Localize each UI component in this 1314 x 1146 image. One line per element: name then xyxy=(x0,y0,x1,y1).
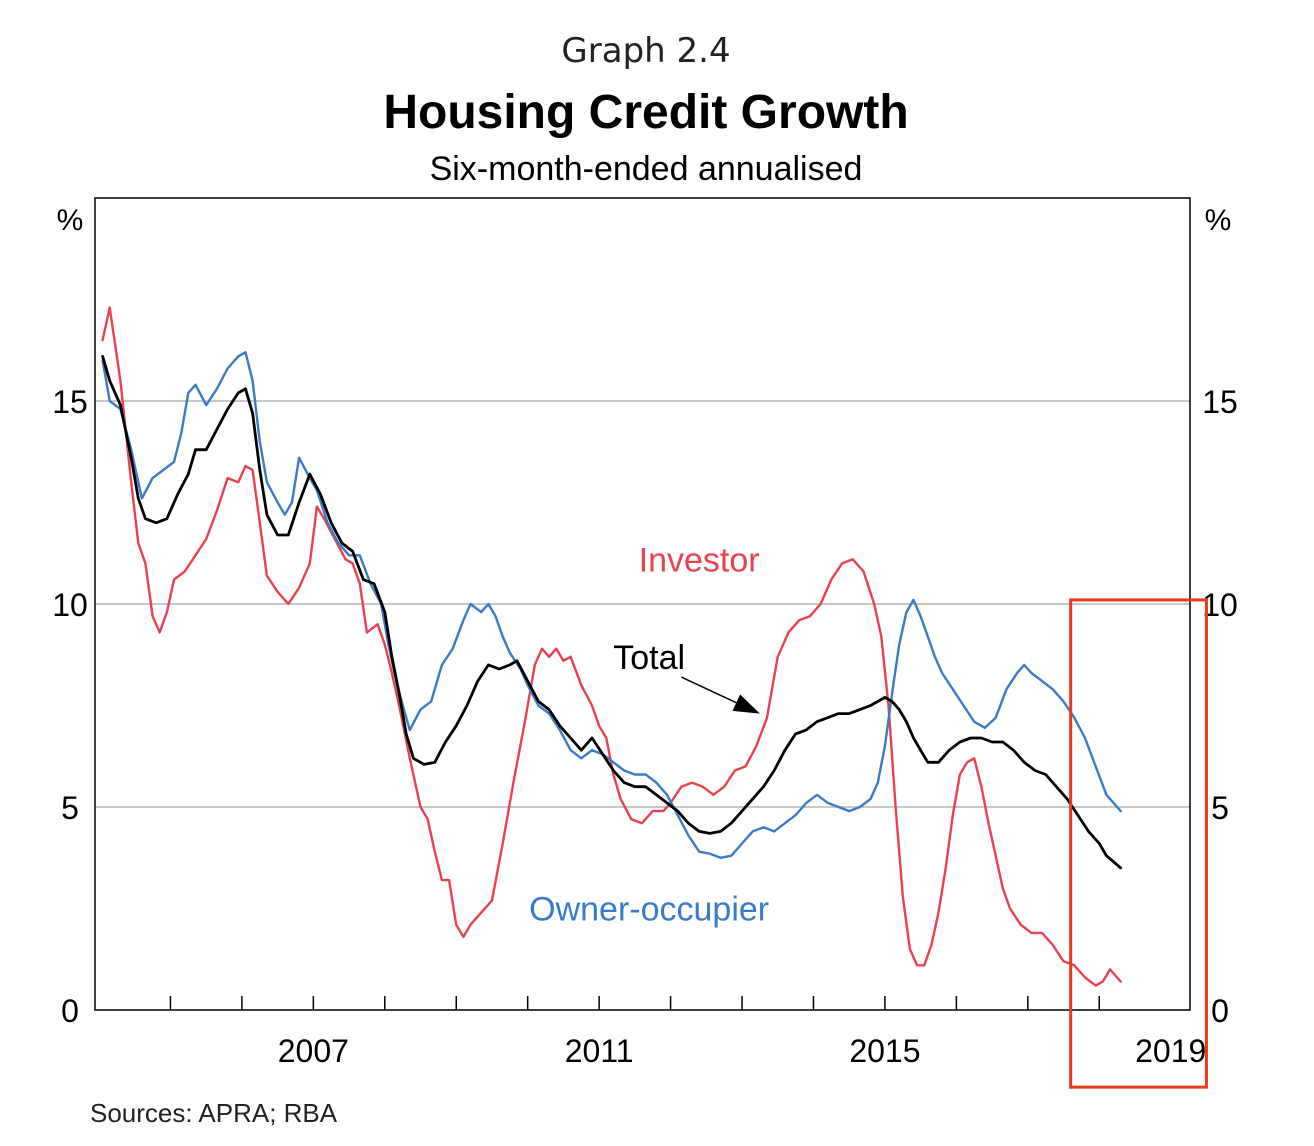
y-tick-label-right-5: 5 xyxy=(1211,790,1229,826)
grid-lines xyxy=(95,400,1190,808)
highlight-box xyxy=(1069,598,1208,1089)
series-lines xyxy=(101,306,1123,987)
axis-tick-labels: 0 0 5 5 10 10 15 15 2007 2011 2015 2019 xyxy=(52,384,1238,1069)
x-tick-label-2015: 2015 xyxy=(849,1033,920,1069)
y-tick-label-left-5: 5 xyxy=(61,790,79,826)
investor-line xyxy=(101,306,1122,987)
owner-occupier-label: Owner-occupier xyxy=(529,891,769,929)
x-tick-label-2019: 2019 xyxy=(1135,1033,1206,1069)
plot-frame xyxy=(94,197,1191,1011)
sources-note: Sources: APRA; RBA xyxy=(90,1098,338,1128)
y-tick-label-left-15: 15 xyxy=(52,384,88,420)
total-arrow-head xyxy=(732,694,760,714)
axis-ticks xyxy=(169,996,1101,1010)
owner-occupier-line xyxy=(101,351,1122,859)
x-tick-label-2007: 2007 xyxy=(278,1033,349,1069)
y-tick-label-right-15: 15 xyxy=(1202,384,1238,420)
y-tick-label-right-0: 0 xyxy=(1211,993,1229,1029)
total-label: Total xyxy=(613,639,685,677)
total-arrow-shaft xyxy=(680,676,737,704)
x-tick-label-2011: 2011 xyxy=(565,1033,634,1069)
y-unit-left: % xyxy=(57,204,84,237)
investor-label: Investor xyxy=(639,541,760,579)
y-tick-label-right-10: 10 xyxy=(1202,587,1238,623)
total-line xyxy=(101,354,1123,870)
total-arrow xyxy=(680,676,760,714)
chart-subtitle: Six-month-ended annualised xyxy=(430,150,863,188)
y-tick-label-left-0: 0 xyxy=(61,993,79,1029)
chart-title: Housing Credit Growth xyxy=(383,86,908,139)
y-unit-right: % xyxy=(1205,204,1232,237)
graph-number: Graph 2.4 xyxy=(561,31,730,71)
y-tick-label-left-10: 10 xyxy=(52,587,88,623)
